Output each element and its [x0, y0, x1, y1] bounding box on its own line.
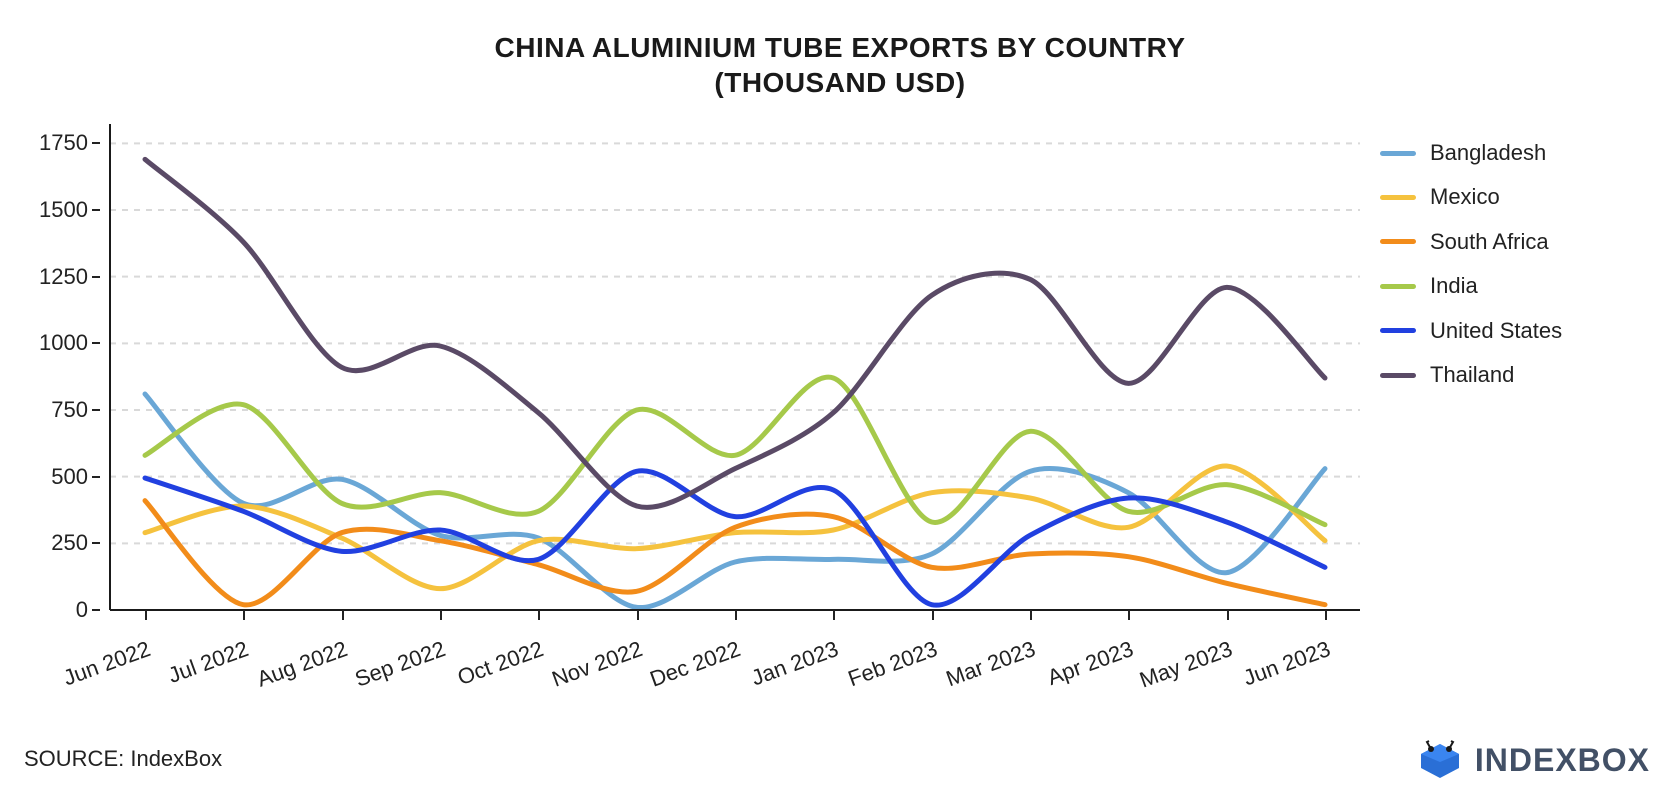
x-tick-mark	[440, 610, 442, 620]
y-tick-mark	[92, 409, 100, 411]
legend-swatch	[1380, 151, 1416, 156]
x-tick-label: May 2023	[1136, 636, 1236, 693]
y-tick-label: 250	[51, 530, 88, 556]
x-tick-label: Aug 2022	[253, 636, 350, 693]
y-tick-mark	[92, 209, 100, 211]
legend: Bangladesh Mexico South Africa India United …	[1380, 140, 1660, 406]
legend-item: Bangladesh	[1380, 140, 1660, 166]
x-tick-mark	[833, 610, 835, 620]
x-tick-mark	[145, 610, 147, 620]
x-tick-mark	[342, 610, 344, 620]
y-tick-label: 500	[51, 464, 88, 490]
legend-item: India	[1380, 273, 1660, 299]
legend-item: Thailand	[1380, 362, 1660, 388]
y-tick-mark	[92, 476, 100, 478]
y-tick-label: 1500	[39, 197, 88, 223]
y-tick-label: 1750	[39, 130, 88, 156]
x-tick-mark	[538, 610, 540, 620]
x-tick-mark	[1227, 610, 1229, 620]
x-tick-mark	[932, 610, 934, 620]
chart-title: CHINA ALUMINIUM TUBE EXPORTS BY COUNTRY …	[0, 0, 1680, 100]
y-tick-mark	[92, 142, 100, 144]
legend-label: Bangladesh	[1430, 140, 1546, 166]
plot-area	[110, 130, 1360, 610]
logo-text: INDEXBOX	[1475, 742, 1650, 779]
legend-label: Mexico	[1430, 184, 1500, 210]
logo-icon	[1417, 740, 1463, 780]
legend-item: South Africa	[1380, 229, 1660, 255]
legend-swatch	[1380, 195, 1416, 200]
x-tick-label: Nov 2022	[548, 636, 645, 693]
x-tick-mark	[1030, 610, 1032, 620]
legend-label: South Africa	[1430, 229, 1549, 255]
y-tick-label: 750	[51, 397, 88, 423]
x-tick-label: Apr 2023	[1044, 636, 1137, 691]
y-axis: 02505007501000125015001750	[0, 130, 100, 610]
y-tick-label: 0	[76, 597, 88, 623]
source-label: SOURCE: IndexBox	[24, 746, 222, 772]
legend-label: Thailand	[1430, 362, 1514, 388]
y-tick-mark	[92, 276, 100, 278]
logo: INDEXBOX	[1417, 740, 1650, 780]
x-axis: Jun 2022Jul 2022Aug 2022Sep 2022Oct 2022…	[110, 614, 1360, 734]
x-tick-label: Jun 2022	[60, 636, 154, 691]
y-tick-label: 1250	[39, 264, 88, 290]
x-tick-mark	[1128, 610, 1130, 620]
y-tick-mark	[92, 542, 100, 544]
title-line-1: CHINA ALUMINIUM TUBE EXPORTS BY COUNTRY	[0, 30, 1680, 65]
y-tick-mark	[92, 342, 100, 344]
x-tick-mark	[1325, 610, 1327, 620]
x-tick-mark	[637, 610, 639, 620]
x-tick-label: Dec 2022	[646, 636, 743, 693]
x-tick-label: Oct 2022	[454, 636, 547, 691]
chart-container: CHINA ALUMINIUM TUBE EXPORTS BY COUNTRY …	[0, 0, 1680, 800]
x-tick-mark	[735, 610, 737, 620]
x-tick-label: Mar 2023	[943, 636, 1039, 692]
legend-swatch	[1380, 239, 1416, 244]
legend-swatch	[1380, 373, 1416, 378]
x-tick-label: Jun 2023	[1240, 636, 1334, 691]
x-tick-label: Jan 2023	[748, 636, 842, 691]
legend-swatch	[1380, 284, 1416, 289]
x-tick-label: Feb 2023	[844, 636, 940, 692]
legend-swatch	[1380, 328, 1416, 333]
axes-svg	[110, 130, 1360, 610]
title-line-2: (THOUSAND USD)	[0, 65, 1680, 100]
y-tick-mark	[92, 609, 100, 611]
legend-label: United States	[1430, 318, 1562, 344]
legend-item: United States	[1380, 318, 1660, 344]
x-tick-label: Sep 2022	[351, 636, 448, 693]
x-tick-mark	[243, 610, 245, 620]
legend-item: Mexico	[1380, 184, 1660, 210]
x-tick-label: Jul 2022	[165, 636, 252, 689]
y-tick-label: 1000	[39, 330, 88, 356]
legend-label: India	[1430, 273, 1478, 299]
